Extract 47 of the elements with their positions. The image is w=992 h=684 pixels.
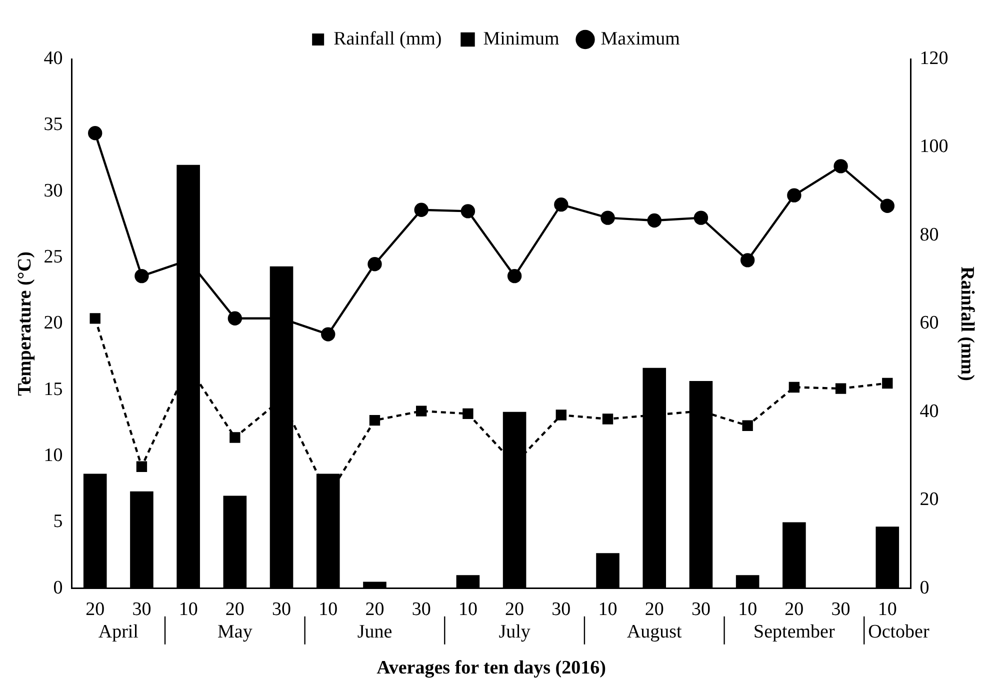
y-tick-label: 40 [44, 48, 63, 69]
y-tick-label: 30 [44, 180, 63, 202]
y2-tick-label: 120 [920, 48, 948, 69]
x-tick-label: 20 [225, 598, 244, 620]
y2-tick-label: 20 [920, 489, 939, 510]
x-tick-label: 20 [784, 598, 804, 620]
text: May [218, 621, 253, 642]
text: October [868, 621, 930, 642]
x-tick-label: 20 [505, 598, 524, 620]
x-tick-label: 30 [691, 598, 710, 620]
y-tick-label: 20 [44, 312, 63, 334]
x-tick-label: 30 [552, 598, 571, 620]
y-tick-label: 35 [44, 114, 63, 136]
x-tick-label: 10 [458, 598, 478, 620]
y-axis-title: Temperature (°C) [14, 252, 36, 396]
x-axis-title: Averages for ten days (2016) [376, 658, 606, 679]
x-tick-label: 10 [878, 598, 897, 620]
legend-label: Minimum [483, 28, 560, 50]
x-tick-label: 10 [598, 598, 618, 620]
x-tick-label: 10 [178, 598, 198, 620]
y-tick-label: 25 [44, 246, 63, 268]
x-tick-label: 30 [831, 598, 850, 620]
y-tick-label: 5 [53, 511, 63, 532]
y-tick-label: 10 [44, 445, 63, 466]
text: April [98, 621, 138, 642]
text: August [626, 621, 683, 642]
x-tick-label: 20 [86, 598, 105, 620]
x-tick-label: 30 [132, 598, 152, 620]
x-tick-label: 20 [365, 598, 384, 620]
text: September [754, 621, 836, 642]
x-tick-label: 20 [644, 598, 664, 620]
legend-label: Maximum [600, 28, 680, 50]
y2-tick-label: 0 [920, 577, 930, 598]
x-tick-label: 30 [272, 598, 292, 620]
y-tick-label: 15 [44, 378, 63, 400]
text: June [357, 621, 392, 642]
y2-tick-label: 40 [920, 400, 939, 422]
y-tick-label: 0 [53, 577, 63, 598]
x-tick-label: 10 [738, 598, 758, 620]
x-tick-label: 30 [412, 598, 431, 620]
y2-tick-label: 100 [920, 136, 948, 158]
x-tick-label: 10 [318, 598, 338, 620]
text: July [498, 621, 531, 642]
y2-axis-title: Rainfall (mm) [956, 266, 978, 381]
legend-label: Rainfall (mm) [334, 28, 442, 50]
y2-tick-label: 60 [920, 312, 939, 334]
y2-tick-label: 80 [920, 224, 939, 246]
